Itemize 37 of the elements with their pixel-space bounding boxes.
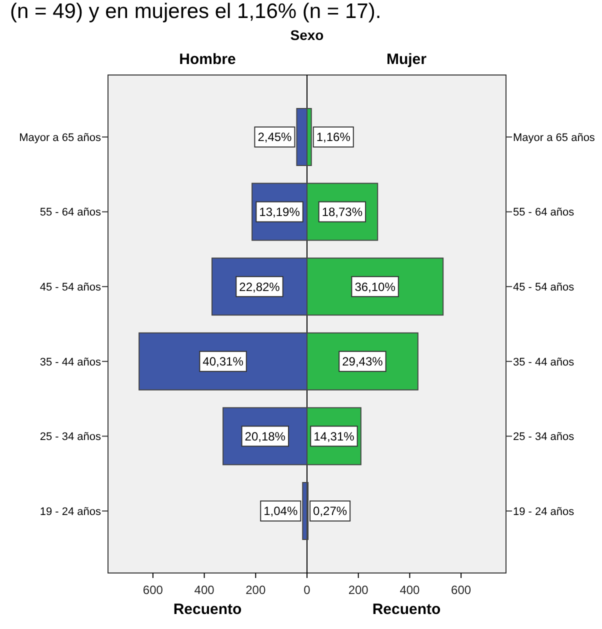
y-tick-label: 45 - 54 años <box>40 281 102 294</box>
y-tick-label: 19 - 24 años <box>40 506 102 518</box>
text: Sexo <box>290 27 324 43</box>
annotation: 18,73% <box>322 205 363 219</box>
annotation: 22,82% <box>239 280 280 294</box>
x-tick-label: 0 <box>304 583 311 598</box>
y-tick-label: 25 - 34 años <box>40 431 102 444</box>
y-tick-label: Mayor a 65 años <box>19 132 102 144</box>
y-tick-label: 35 - 44 años <box>513 356 575 368</box>
x-tick-label: 400 <box>194 583 215 598</box>
y-tick-label: 55 - 64 años <box>513 206 575 219</box>
y-tick-label: 45 - 54 años <box>513 281 575 294</box>
y-tick-label: 35 - 44 años <box>40 356 102 368</box>
text: (n = 49) y en mujeres el 1,16% (n = 17). <box>10 0 382 23</box>
x-axis-title: Recuento <box>173 601 242 618</box>
annotation: 40,31% <box>202 354 244 369</box>
annotation: 29,43% <box>342 354 384 369</box>
annotation: 2,45% <box>258 130 292 144</box>
annotation: 1,16% <box>316 130 351 144</box>
y-tick-label: 55 - 64 años <box>40 206 102 219</box>
y-tick-label: Mayor a 65 años <box>513 132 596 144</box>
x-tick-label: 600 <box>451 583 472 598</box>
annotation: 13,19% <box>259 205 300 219</box>
x-tick-label: 400 <box>400 583 420 598</box>
annotation: 0,27% <box>313 504 348 518</box>
x-axis-title: Recuento <box>372 601 441 618</box>
y-tick-label: 25 - 34 años <box>513 431 575 444</box>
y-tick-label: 19 - 24 años <box>513 506 575 518</box>
annotation: 14,31% <box>314 429 355 444</box>
chart-title: Mujer <box>386 51 427 68</box>
x-tick-label: 600 <box>142 583 164 598</box>
x-tick-label: 200 <box>246 583 266 598</box>
annotation: 1,04% <box>264 504 298 518</box>
annotation: 20,18% <box>244 429 286 444</box>
annotation: 36,10% <box>354 280 396 294</box>
chart-title: Hombre <box>179 51 236 68</box>
x-tick-label: 200 <box>348 583 369 598</box>
